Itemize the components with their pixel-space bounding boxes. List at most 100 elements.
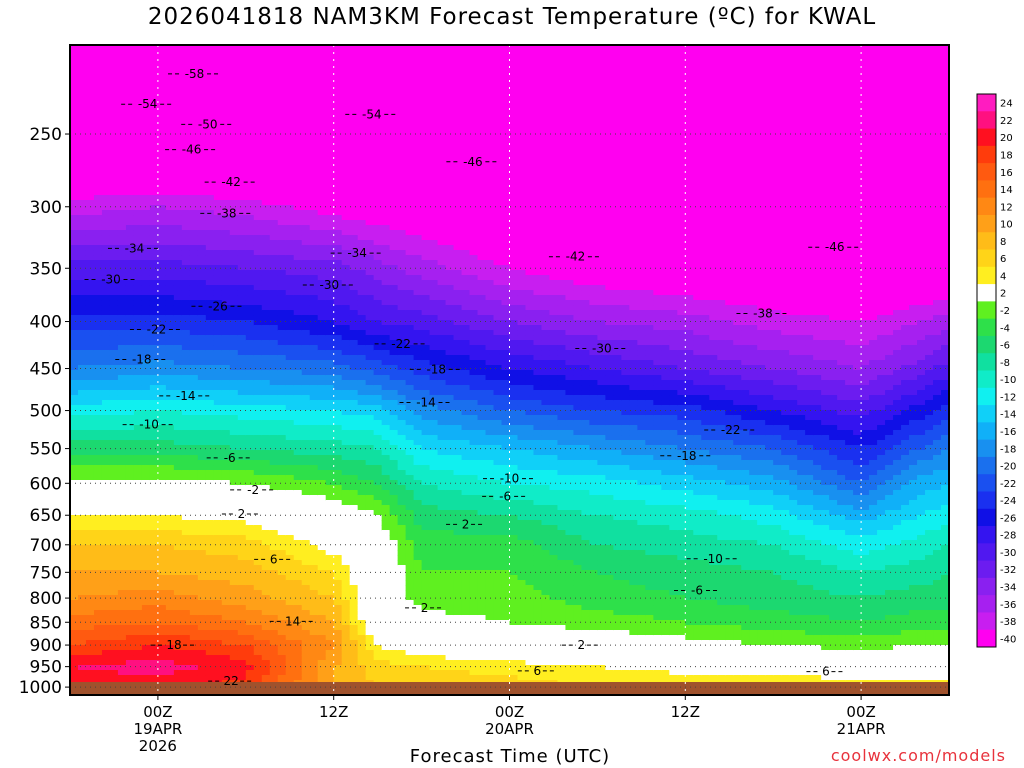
field-cell	[293, 85, 303, 91]
field-cell	[141, 185, 151, 191]
field-cell	[157, 105, 167, 111]
field-cell	[93, 625, 103, 631]
field-cell	[101, 360, 111, 366]
field-cell	[349, 540, 359, 546]
field-cell	[237, 175, 247, 181]
field-cell	[357, 370, 367, 376]
field-cell	[205, 305, 215, 311]
field-cell	[229, 560, 239, 566]
field-cell	[325, 255, 335, 261]
field-cell	[157, 645, 167, 651]
field-cell	[317, 565, 327, 571]
field-cell	[197, 615, 207, 621]
field-cell	[77, 155, 87, 161]
field-cell	[357, 420, 367, 426]
field-cell	[237, 625, 247, 631]
field-cell	[317, 145, 327, 151]
field-cell	[293, 490, 303, 496]
field-cell	[157, 615, 167, 621]
field-cell	[221, 590, 231, 596]
field-cell	[245, 45, 255, 51]
field-cell	[141, 100, 151, 106]
field-cell	[157, 345, 167, 351]
field-cell	[93, 130, 103, 136]
field-cell	[229, 450, 239, 456]
field-cell	[341, 635, 351, 641]
field-cell	[309, 305, 319, 311]
field-cell	[229, 95, 239, 101]
field-cell	[333, 45, 343, 51]
field-cell	[325, 315, 335, 321]
field-cell	[237, 200, 247, 206]
field-cell	[341, 125, 351, 131]
field-cell	[149, 255, 159, 261]
field-cell	[125, 295, 135, 301]
field-cell	[301, 130, 311, 136]
field-cell	[181, 95, 191, 101]
field-cell	[293, 485, 303, 491]
field-cell	[173, 135, 183, 141]
field-cell	[253, 360, 263, 366]
field-cell	[109, 190, 119, 196]
field-cell	[221, 115, 231, 121]
field-cell	[70, 645, 79, 651]
field-cell	[269, 630, 279, 636]
field-cell	[309, 445, 319, 451]
field-cell	[301, 415, 311, 421]
field-cell	[70, 115, 79, 121]
field-cell	[157, 125, 167, 131]
field-cell	[325, 500, 335, 506]
field-cell	[133, 265, 143, 271]
field-cell	[317, 100, 327, 106]
field-cell	[253, 405, 263, 411]
field-cell	[133, 325, 143, 331]
field-cell	[70, 75, 79, 81]
field-cell	[141, 220, 151, 226]
field-cell	[293, 265, 303, 271]
field-cell	[221, 305, 231, 311]
field-cell	[125, 420, 135, 426]
field-cell	[285, 580, 295, 586]
field-cell	[181, 580, 191, 586]
field-cell	[213, 315, 223, 321]
field-cell	[93, 360, 103, 366]
field-cell	[93, 190, 103, 196]
field-cell	[357, 435, 367, 441]
field-cell	[77, 205, 87, 211]
field-cell	[253, 470, 263, 476]
field-cell	[165, 440, 175, 446]
field-cell	[141, 610, 151, 616]
field-cell	[197, 305, 207, 311]
field-cell	[229, 580, 239, 586]
field-cell	[357, 320, 367, 326]
field-cell	[85, 470, 95, 476]
field-cell	[181, 365, 191, 371]
field-cell	[101, 525, 111, 531]
field-cell	[133, 225, 143, 231]
field-cell	[133, 585, 143, 591]
field-cell	[285, 140, 295, 146]
field-cell	[333, 465, 343, 471]
field-cell	[197, 515, 207, 521]
field-cell	[317, 610, 327, 616]
field-cell	[181, 145, 191, 151]
field-cell	[301, 75, 311, 81]
field-cell	[141, 415, 151, 421]
field-cell	[181, 110, 191, 116]
field-cell	[341, 230, 351, 236]
field-cell	[229, 550, 239, 556]
field-cell	[221, 310, 231, 316]
field-cell	[221, 140, 231, 146]
field-cell	[133, 415, 143, 421]
field-cell	[365, 640, 375, 646]
field-cell	[245, 515, 255, 521]
field-cell	[101, 105, 111, 111]
field-cell	[293, 405, 303, 411]
field-cell	[285, 665, 295, 671]
field-cell	[189, 280, 199, 286]
field-cell	[85, 145, 95, 151]
field-cell	[189, 270, 199, 276]
field-cell	[293, 445, 303, 451]
field-cell	[341, 625, 351, 631]
field-cell	[261, 580, 271, 586]
